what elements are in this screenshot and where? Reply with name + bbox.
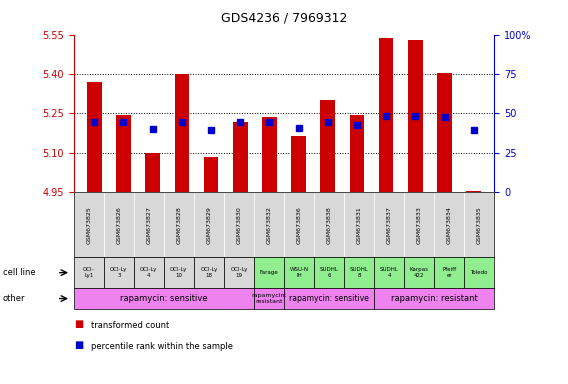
Text: GSM673828: GSM673828 xyxy=(177,206,181,243)
Text: GSM673827: GSM673827 xyxy=(147,206,152,243)
Bar xyxy=(87,82,102,192)
Bar xyxy=(145,153,160,192)
Text: GSM673836: GSM673836 xyxy=(296,206,302,243)
Text: GSM673826: GSM673826 xyxy=(116,206,122,243)
Text: rapamycin: sensitive: rapamycin: sensitive xyxy=(289,294,369,303)
Text: GSM673830: GSM673830 xyxy=(236,206,241,243)
Text: GDS4236 / 7969312: GDS4236 / 7969312 xyxy=(221,12,347,25)
Text: GSM673833: GSM673833 xyxy=(416,206,421,243)
Text: rapamycin:
resistant: rapamycin: resistant xyxy=(251,293,287,304)
Text: OCI-Ly
18: OCI-Ly 18 xyxy=(201,267,218,278)
Text: cell line: cell line xyxy=(3,268,35,277)
Bar xyxy=(262,117,277,192)
Text: GSM673834: GSM673834 xyxy=(446,206,452,243)
Text: SUDHL
6: SUDHL 6 xyxy=(320,267,339,278)
Text: OCI-Ly
10: OCI-Ly 10 xyxy=(170,267,187,278)
Bar xyxy=(204,157,218,192)
Text: GSM673829: GSM673829 xyxy=(206,206,211,243)
Text: GSM673832: GSM673832 xyxy=(266,206,272,243)
Text: Pfeiff
er: Pfeiff er xyxy=(442,267,456,278)
Text: GSM673825: GSM673825 xyxy=(86,206,91,243)
Text: GSM673831: GSM673831 xyxy=(357,206,362,243)
Text: transformed count: transformed count xyxy=(91,321,169,329)
Text: rapamycin: resistant: rapamycin: resistant xyxy=(391,294,478,303)
Text: GSM673838: GSM673838 xyxy=(327,206,332,243)
Text: Karpas
422: Karpas 422 xyxy=(410,267,429,278)
Bar xyxy=(116,114,131,192)
Bar xyxy=(320,100,335,192)
Bar xyxy=(174,74,189,192)
Text: ■: ■ xyxy=(74,319,83,329)
Text: other: other xyxy=(3,294,26,303)
Text: Toledo: Toledo xyxy=(470,270,488,275)
Text: percentile rank within the sample: percentile rank within the sample xyxy=(91,342,233,351)
Bar xyxy=(437,73,452,192)
Text: SUDHL
8: SUDHL 8 xyxy=(350,267,369,278)
Text: OCI-Ly
19: OCI-Ly 19 xyxy=(230,267,248,278)
Text: OCI-
Ly1: OCI- Ly1 xyxy=(83,267,95,278)
Text: GSM673837: GSM673837 xyxy=(387,206,391,243)
Bar xyxy=(379,38,394,192)
Text: OCI-Ly
4: OCI-Ly 4 xyxy=(140,267,157,278)
Text: ■: ■ xyxy=(74,340,83,350)
Bar xyxy=(291,136,306,192)
Bar xyxy=(350,114,364,192)
Bar xyxy=(408,40,423,192)
Text: Farage: Farage xyxy=(260,270,278,275)
Text: rapamycin: sensitive: rapamycin: sensitive xyxy=(120,294,208,303)
Text: GSM673835: GSM673835 xyxy=(477,206,482,243)
Text: OCI-Ly
3: OCI-Ly 3 xyxy=(110,267,128,278)
Text: WSU-N
IH: WSU-N IH xyxy=(290,267,308,278)
Bar xyxy=(233,122,248,192)
Text: SUDHL
4: SUDHL 4 xyxy=(379,267,399,278)
